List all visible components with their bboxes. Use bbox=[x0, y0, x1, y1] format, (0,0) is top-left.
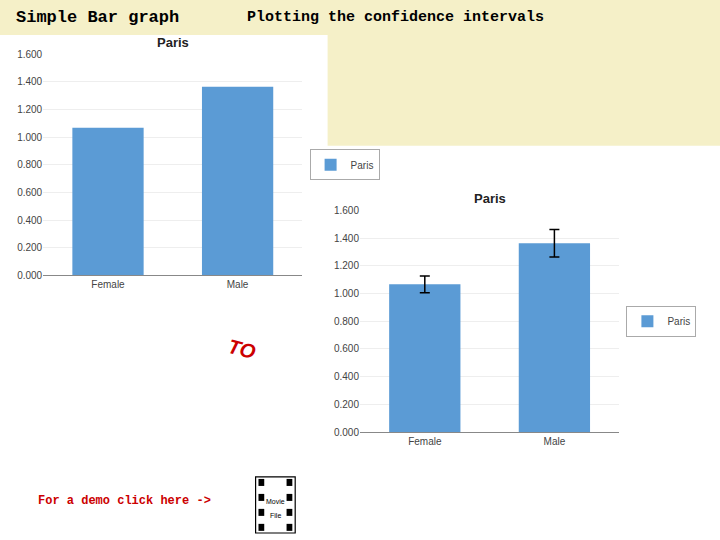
svg-text:0.200: 0.200 bbox=[334, 399, 359, 410]
svg-text:1.200: 1.200 bbox=[17, 104, 42, 115]
svg-text:Male: Male bbox=[227, 279, 249, 290]
svg-text:0.600: 0.600 bbox=[334, 343, 359, 354]
svg-text:0.400: 0.400 bbox=[334, 371, 359, 382]
svg-text:Plotting the confidence interv: Plotting the confidence intervals bbox=[247, 9, 544, 26]
svg-text:1.000: 1.000 bbox=[334, 288, 359, 299]
svg-text:Simple Bar graph: Simple Bar graph bbox=[16, 8, 179, 27]
svg-text:1.400: 1.400 bbox=[334, 233, 359, 244]
svg-text:0.600: 0.600 bbox=[17, 187, 42, 198]
svg-text:1.000: 1.000 bbox=[17, 132, 42, 143]
svg-text:0.400: 0.400 bbox=[17, 215, 42, 226]
svg-text:1.600: 1.600 bbox=[334, 205, 359, 216]
svg-text:Female: Female bbox=[408, 436, 442, 447]
svg-text:Female: Female bbox=[91, 279, 125, 290]
svg-text:File: File bbox=[270, 512, 281, 519]
svg-text:Male: Male bbox=[544, 436, 566, 447]
svg-text:0.800: 0.800 bbox=[334, 316, 359, 327]
svg-text:For a demo click here ->: For a demo click here -> bbox=[38, 494, 211, 508]
svg-text:Movie: Movie bbox=[266, 498, 285, 505]
svg-text:TO: TO bbox=[226, 335, 259, 363]
svg-text:1.600: 1.600 bbox=[17, 49, 42, 60]
svg-text:Paris: Paris bbox=[157, 35, 189, 50]
svg-text:Paris: Paris bbox=[474, 191, 506, 206]
svg-text:0.000: 0.000 bbox=[334, 427, 359, 438]
svg-text:0.800: 0.800 bbox=[17, 159, 42, 170]
svg-text:1.400: 1.400 bbox=[17, 76, 42, 87]
svg-text:1.200: 1.200 bbox=[334, 260, 359, 271]
svg-text:Paris: Paris bbox=[667, 316, 690, 327]
svg-text:Paris: Paris bbox=[351, 160, 374, 171]
svg-text:0.200: 0.200 bbox=[17, 242, 42, 253]
svg-text:0.000: 0.000 bbox=[17, 270, 42, 281]
